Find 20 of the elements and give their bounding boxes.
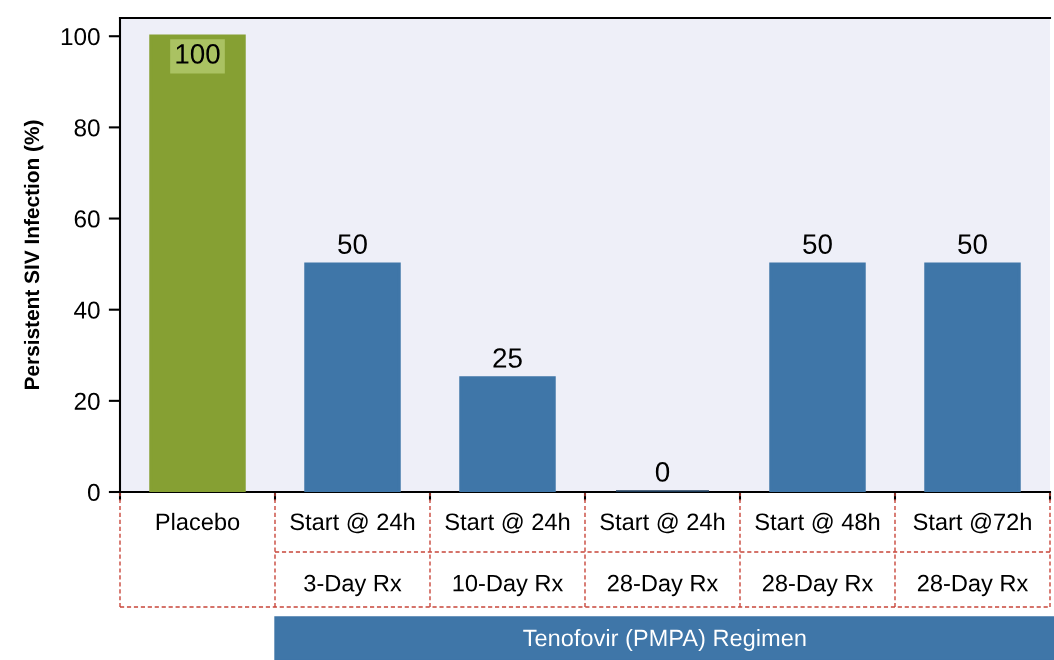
data-label: 100 — [176, 44, 220, 64]
y-tick-label: 40 — [74, 301, 100, 319]
category-label: Start @72h 28-Day Rx — [913, 512, 1031, 597]
data-label: 50 — [958, 234, 987, 254]
category-label: Start @ 48h 28-Day Rx — [755, 512, 880, 597]
category-label: Start @ 24h 3-Day Rx — [290, 512, 415, 597]
data-label: 50 — [803, 234, 832, 254]
text: Tenofovir (PMPA) Regimen — [523, 628, 806, 652]
data-label: 25 — [493, 348, 522, 368]
y-tick-label: 60 — [74, 210, 100, 228]
data-label: 0 — [655, 462, 670, 482]
data-label: 50 — [338, 234, 367, 254]
x-tick-label: Placebo — [156, 512, 240, 531]
y-axis-title: Persistent SIV Infection (%) — [23, 120, 44, 390]
y-tick-label: 0 — [87, 483, 100, 502]
y-tick-label: 80 — [74, 119, 100, 137]
category-label: Start @ 24h 28-Day Rx — [600, 512, 725, 597]
category-label: Start @ 24h 10-Day Rx — [445, 512, 570, 597]
y-tick-label: 20 — [74, 392, 100, 410]
y-tick-label: 100 — [61, 28, 100, 46]
